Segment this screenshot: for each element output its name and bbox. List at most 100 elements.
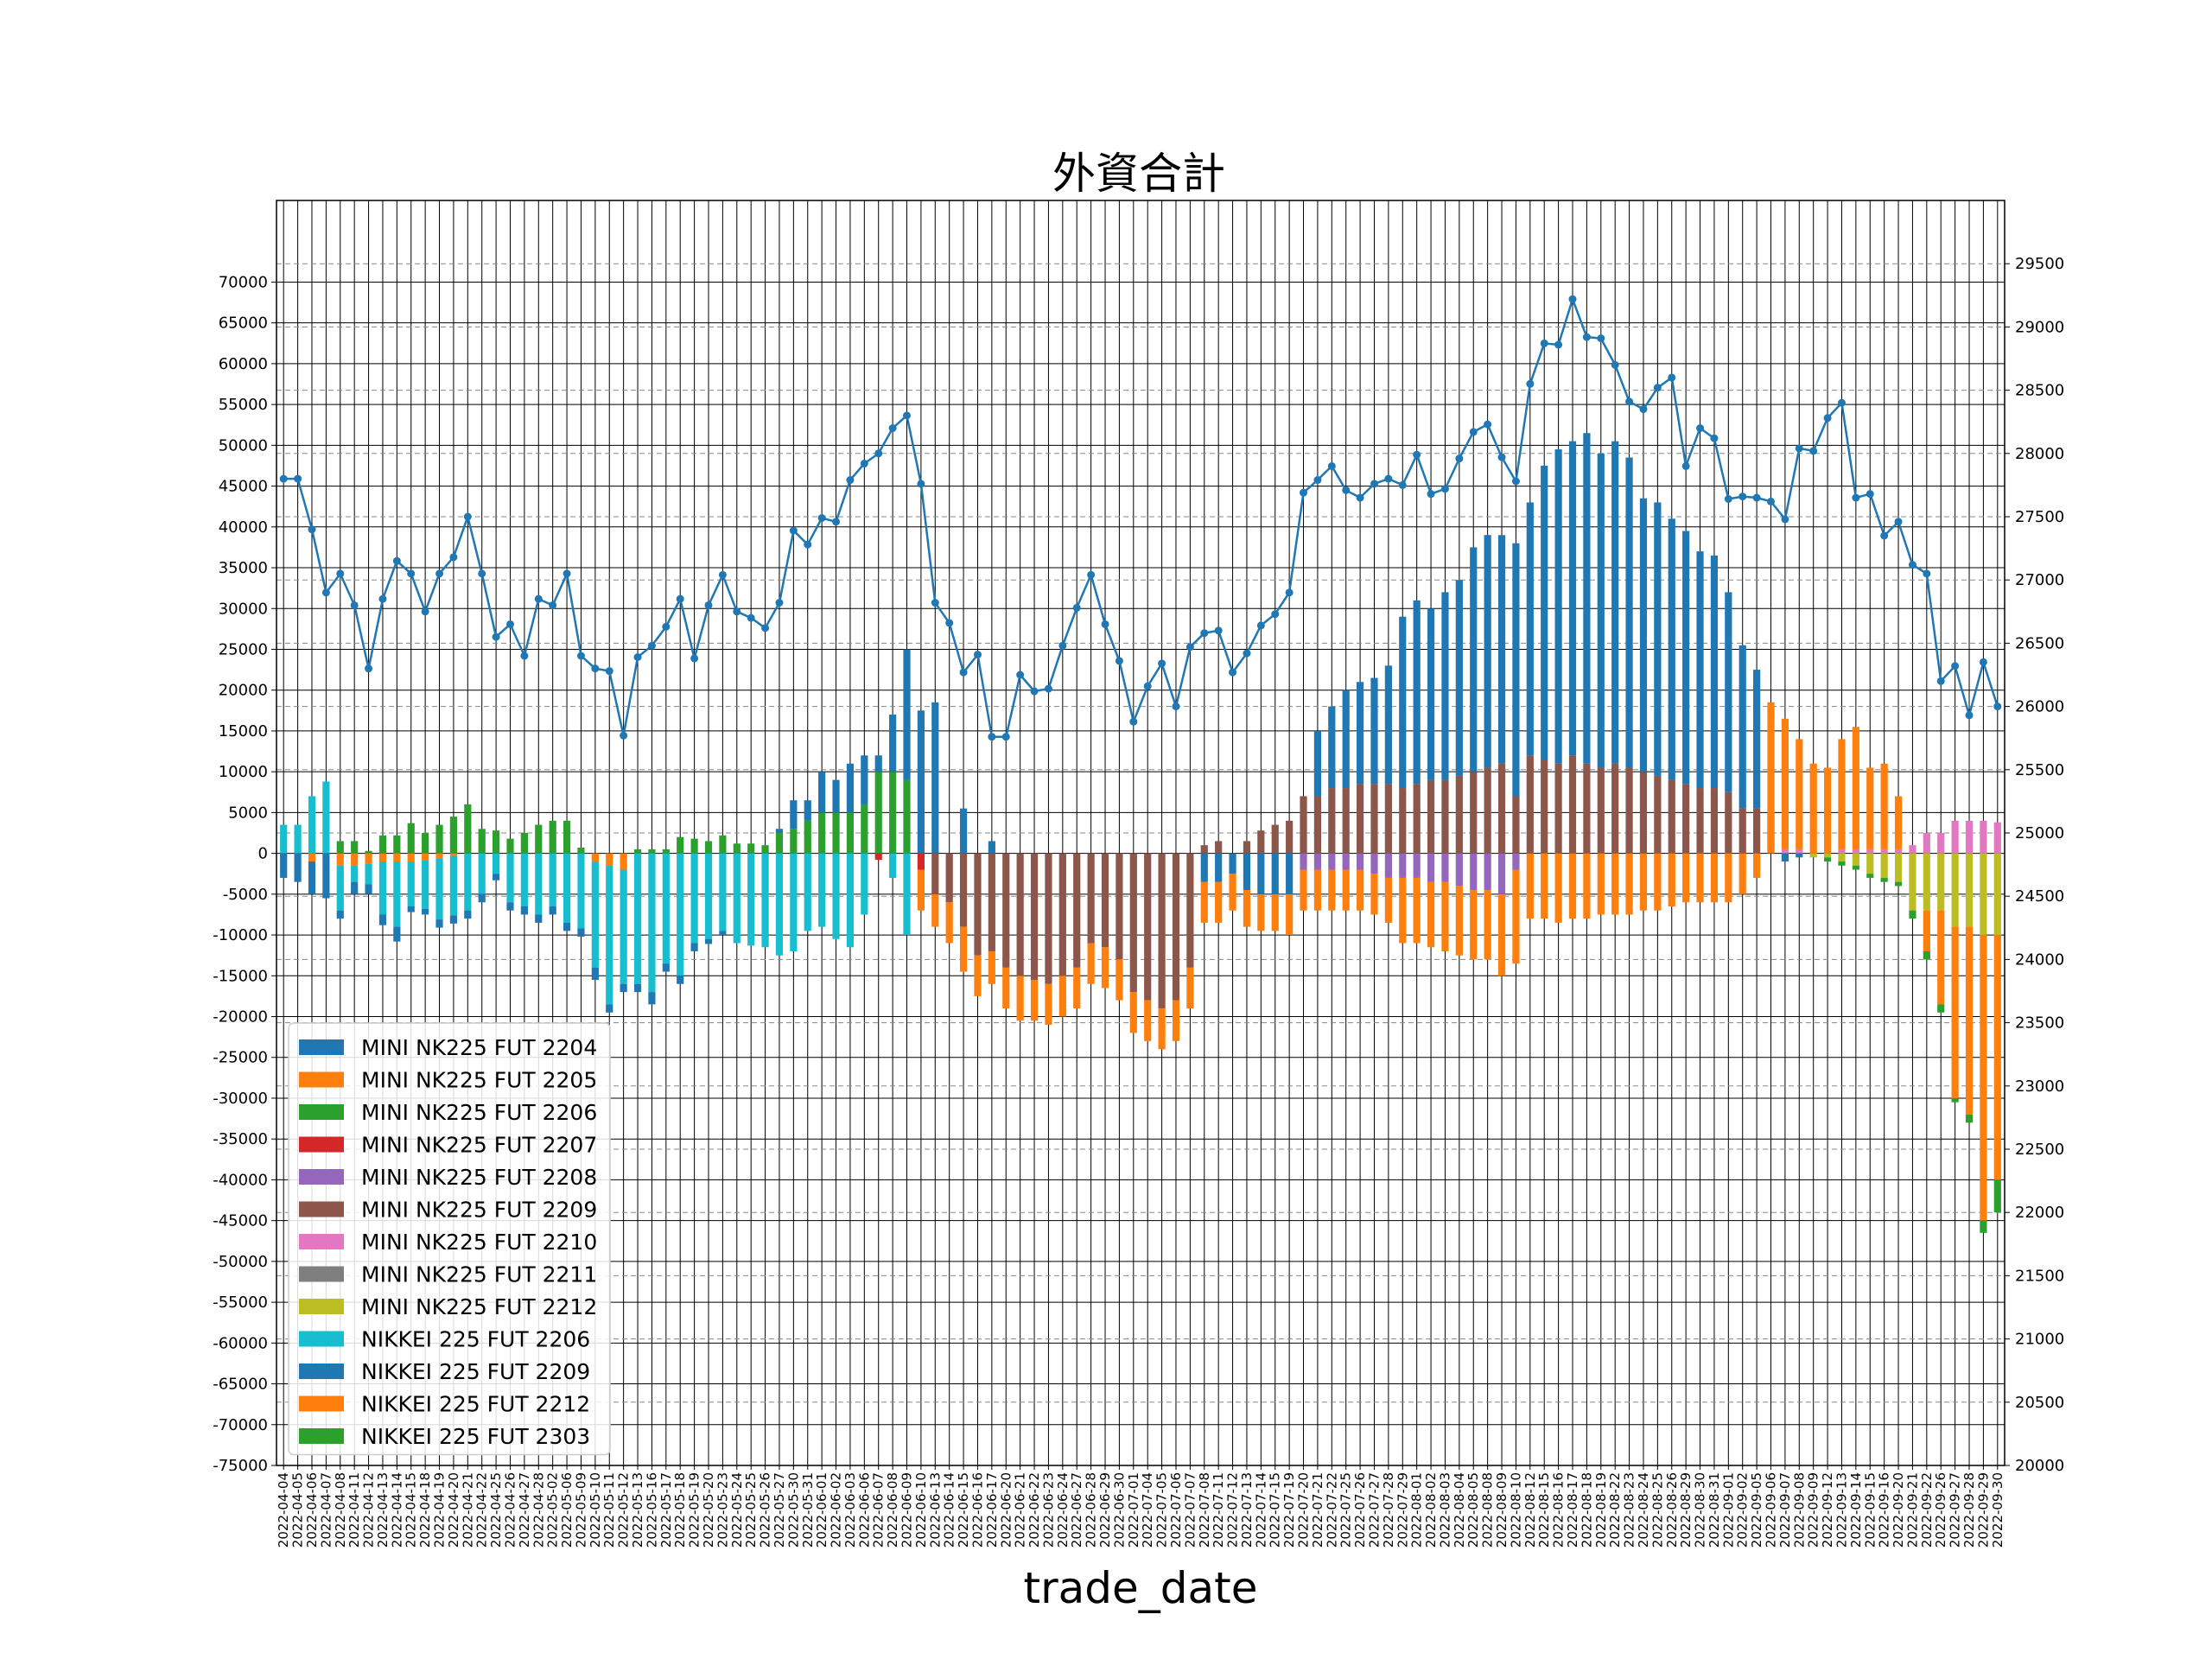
bar-segment — [1087, 943, 1095, 984]
bar-segment — [393, 861, 401, 927]
bar-segment — [790, 829, 798, 854]
x-tick-label: 2022-08-12 — [1522, 1472, 1538, 1548]
bar-segment — [1158, 1008, 1166, 1050]
x-tick-label: 2022-07-21 — [1310, 1472, 1325, 1548]
y2-tick-label: 24500 — [2015, 887, 2064, 906]
legend-label: MINI NK225 FUT 2211 — [361, 1262, 597, 1287]
y-tick-label: -70000 — [213, 1416, 268, 1434]
y-tick-label: -15000 — [213, 967, 268, 985]
x-tick-label: 2022-07-12 — [1225, 1472, 1241, 1548]
bar-segment — [1923, 833, 1930, 854]
y-tick-label: -40000 — [213, 1171, 268, 1189]
x-tick-label: 2022-04-13 — [375, 1472, 391, 1548]
legend-swatch — [299, 1266, 344, 1282]
x-tick-label: 2022-09-06 — [1764, 1472, 1779, 1548]
bar-segment — [1639, 498, 1648, 772]
x-tick-label: 2022-06-22 — [1027, 1472, 1042, 1548]
y2-tick-label: 22500 — [2015, 1141, 2064, 1159]
bar-segment — [1710, 555, 1719, 789]
x-tick-label: 2022-09-27 — [1948, 1472, 1963, 1548]
bar-segment — [1965, 926, 1974, 1115]
bar-segment — [365, 850, 372, 854]
price-point — [1342, 486, 1351, 494]
bar-segment — [407, 861, 415, 907]
legend-swatch — [299, 1234, 344, 1249]
x-tick-label: 2022-07-11 — [1211, 1472, 1226, 1548]
x-tick-label: 2022-09-20 — [1891, 1472, 1906, 1548]
x-tick-label: 2022-04-06 — [304, 1472, 320, 1548]
price-point — [308, 525, 316, 534]
bar-segment — [1455, 853, 1463, 887]
bar-segment — [1101, 947, 1109, 988]
bar-segment — [1710, 788, 1719, 854]
bar-segment — [322, 781, 330, 854]
bar-segment — [1568, 441, 1577, 756]
bar-segment — [577, 848, 585, 854]
price-point — [321, 588, 330, 597]
bar-segment — [378, 853, 387, 862]
bar-segment — [1654, 502, 1662, 776]
y-tick-label: 15000 — [219, 722, 268, 741]
bar-segment — [959, 808, 968, 854]
bar-segment — [1951, 853, 1959, 927]
bar-segment — [1894, 849, 1903, 854]
bar-segment — [1937, 853, 1945, 911]
bar-segment — [1186, 967, 1194, 1009]
bar-segment — [1030, 980, 1039, 1021]
price-point — [1313, 476, 1322, 485]
y2-tick-label: 29500 — [2015, 255, 2064, 273]
bar-segment — [633, 849, 642, 854]
bar-segment — [1497, 535, 1506, 764]
bar-segment — [1583, 433, 1591, 764]
y-tick-label: 55000 — [219, 396, 268, 414]
bar-segment — [988, 841, 995, 854]
x-tick-label: 2022-08-17 — [1565, 1472, 1580, 1548]
x-tick-label: 2022-09-16 — [1877, 1472, 1892, 1548]
bar-segment — [690, 853, 698, 944]
price-point — [633, 653, 642, 662]
x-tick-label: 2022-05-25 — [743, 1472, 759, 1548]
bar-segment — [620, 853, 627, 870]
price-point — [1129, 717, 1138, 726]
price-point — [1823, 414, 1832, 423]
bar-segment — [1384, 784, 1392, 854]
bar-segment — [1455, 775, 1463, 854]
x-tick-label: 2022-07-07 — [1182, 1472, 1198, 1548]
bar-segment — [677, 853, 684, 976]
x-tick-label: 2022-08-05 — [1465, 1472, 1481, 1548]
bar-segment — [478, 853, 486, 894]
x-tick-label: 2022-07-01 — [1126, 1472, 1141, 1548]
x-tick-label: 2022-06-14 — [942, 1472, 957, 1548]
price-point — [1300, 488, 1308, 497]
price-point — [1370, 480, 1378, 488]
price-point — [1200, 629, 1209, 638]
x-tick-label: 2022-05-13 — [630, 1472, 645, 1548]
x-tick-label: 2022-05-30 — [785, 1472, 801, 1548]
y-tick-label: -5000 — [223, 886, 268, 904]
price-point — [1087, 570, 1096, 579]
bar-segment — [1342, 853, 1350, 870]
price-point — [534, 594, 543, 603]
y-tick-label: -50000 — [213, 1253, 268, 1271]
price-point — [1809, 447, 1818, 455]
x-tick-label: 2022-05-02 — [545, 1472, 561, 1548]
y-tick-label: -55000 — [213, 1294, 268, 1312]
bar-segment — [435, 858, 443, 920]
x-tick-label: 2022-08-03 — [1437, 1472, 1452, 1548]
bar-segment — [959, 853, 968, 927]
bar-segment — [606, 865, 613, 1005]
bar-segment — [1980, 820, 1987, 854]
price-point — [1710, 434, 1719, 442]
bar-segment — [988, 853, 995, 951]
bar-segment — [407, 853, 415, 862]
bar-segment — [1328, 706, 1336, 789]
legend-label: MINI NK225 FUT 2207 — [361, 1133, 597, 1158]
price-point — [365, 664, 373, 673]
price-point — [1115, 657, 1123, 665]
y2-tick-label: 27500 — [2015, 508, 2064, 526]
bar-segment — [1937, 833, 1945, 854]
x-tick-label: 2022-04-14 — [389, 1472, 404, 1548]
price-point — [1738, 493, 1747, 501]
x-tick-label: 2022-05-20 — [701, 1472, 716, 1548]
